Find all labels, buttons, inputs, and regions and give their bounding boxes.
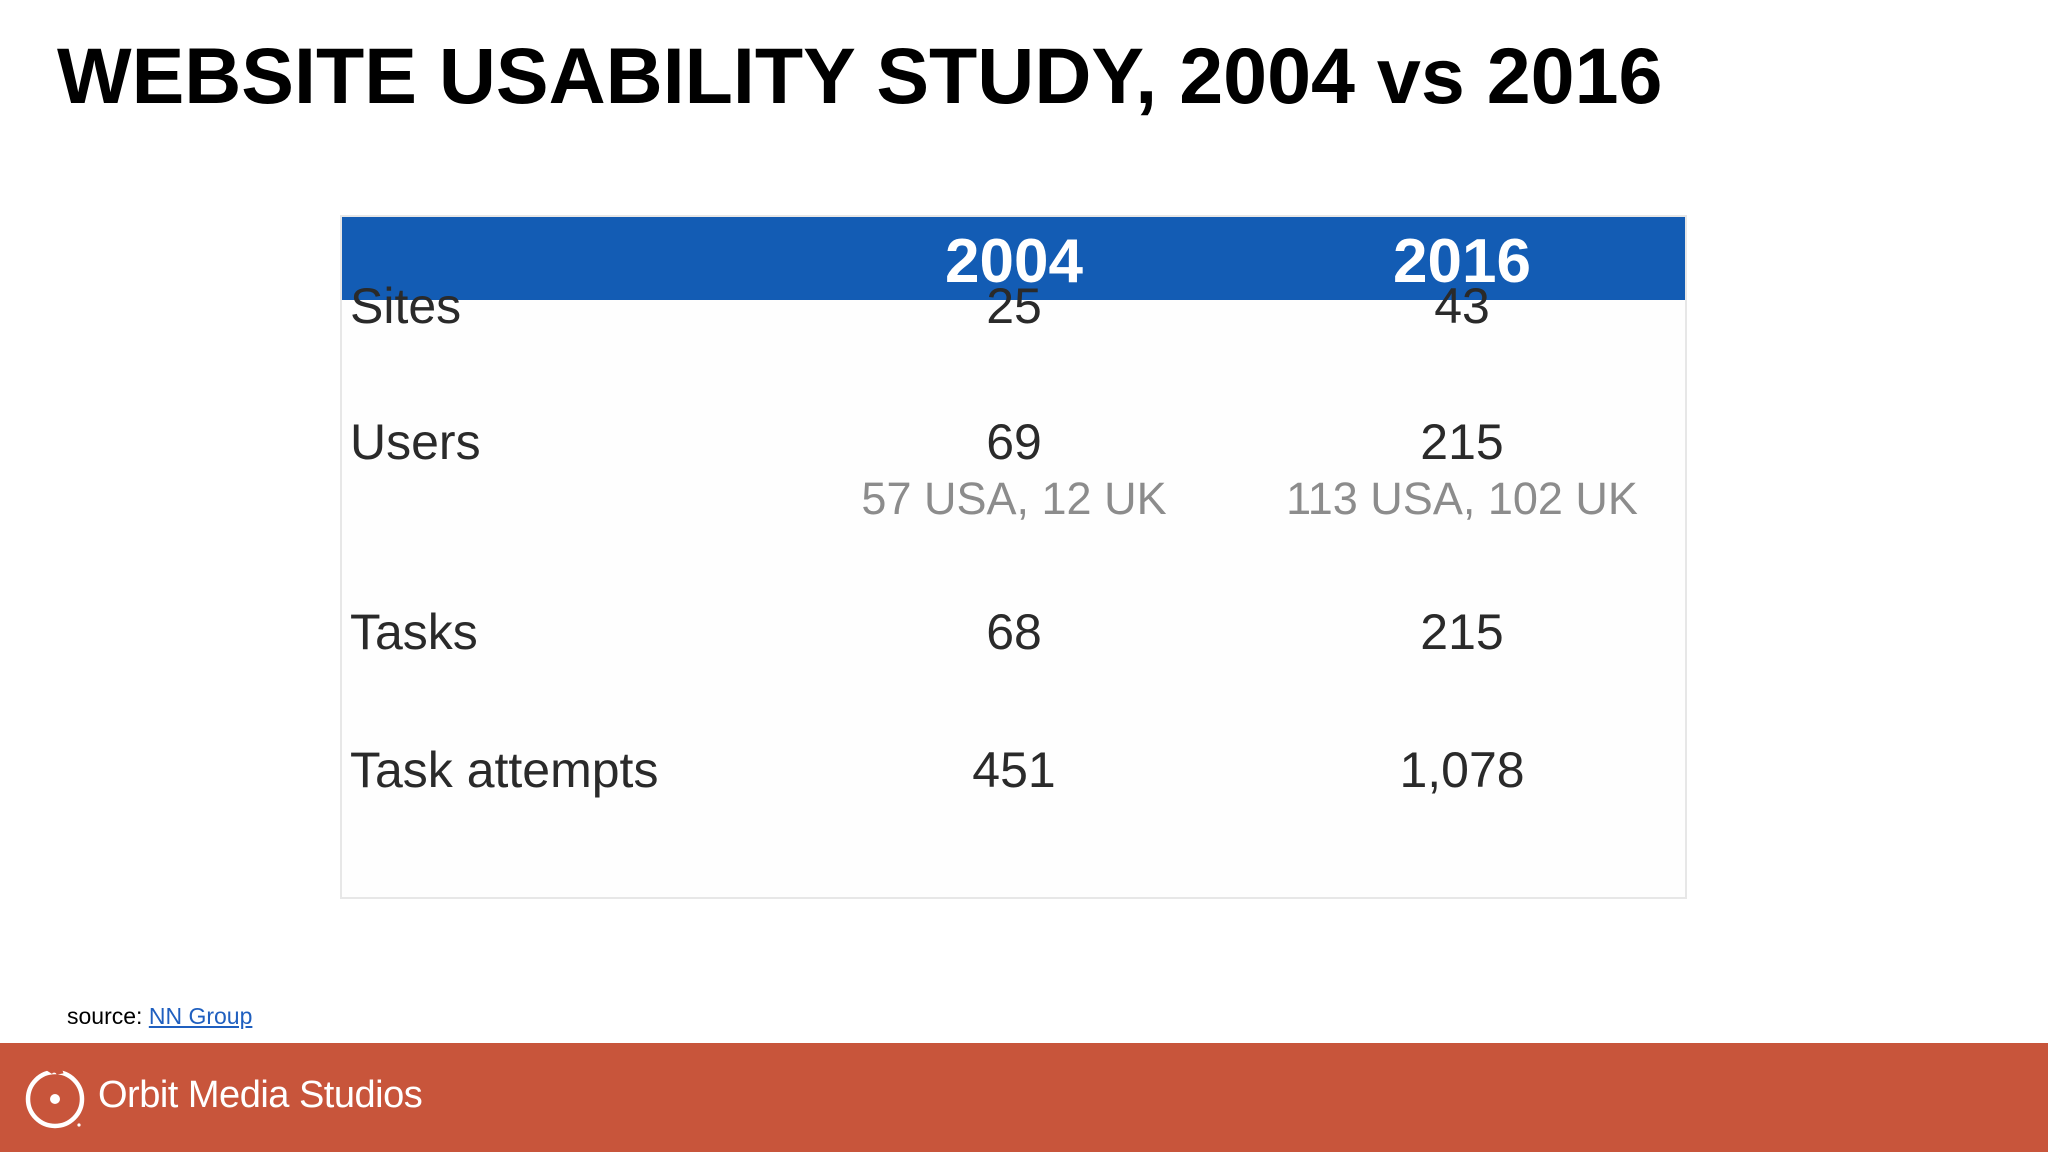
row-label-sites: Sites	[350, 278, 462, 334]
row-label-users: Users	[350, 414, 481, 470]
brand-name: Orbit Media Studios	[98, 1074, 423, 1116]
cell-sites-2016: 43	[1434, 278, 1490, 334]
cell-sites-2004: 25	[986, 278, 1042, 334]
cell-tasks-2016: 215	[1420, 604, 1504, 660]
cell-tasks-2004: 68	[986, 604, 1042, 660]
column-header-2004: 2004	[945, 227, 1083, 296]
cell-users-2004-breakdown: 57 USA, 12 UK	[861, 473, 1167, 524]
source-citation: source: NN Group	[67, 1003, 252, 1030]
slide-title: WEBSITE USABILITY STUDY, 2004 vs 2016	[57, 31, 1663, 120]
row-label-tasks: Tasks	[350, 604, 478, 660]
source-prefix: source:	[67, 1003, 149, 1029]
cell-users-2004: 69	[986, 414, 1042, 470]
cell-task-attempts-2004: 451	[972, 742, 1056, 798]
cell-task-attempts-2016: 1,078	[1399, 742, 1525, 798]
table-header: 2004 2016	[342, 217, 1685, 300]
comparison-table: 2004 2016 Sites 25 43 Users 69 215 57 US…	[340, 215, 1687, 899]
footer-bar: Orbit Media Studios	[0, 1043, 2048, 1152]
source-link[interactable]: NN Group	[148, 1003, 253, 1029]
cell-users-2016-breakdown: 113 USA, 102 UK	[1286, 473, 1638, 524]
cell-users-2016: 215	[1420, 414, 1504, 470]
row-label-task-attempts: Task attempts	[350, 742, 659, 798]
orbit-logo-icon	[25, 1065, 85, 1129]
column-header-2016: 2016	[1393, 227, 1531, 296]
